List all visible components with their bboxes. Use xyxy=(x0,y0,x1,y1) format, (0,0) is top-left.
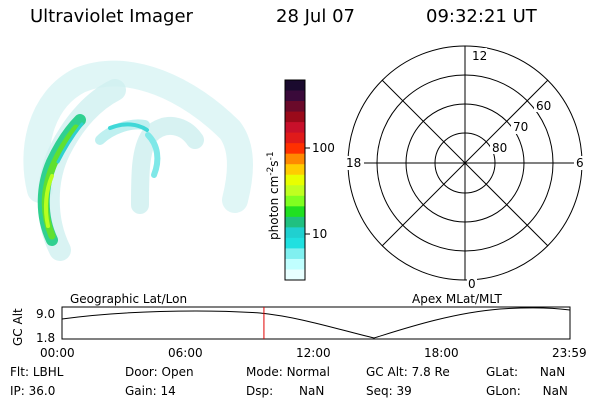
colorbar-units-label: photon cm-2s-1 xyxy=(266,151,281,240)
gain-info: Gain: 14 xyxy=(125,384,176,398)
seq-value: 39 xyxy=(396,384,412,398)
x-tick-0600: 06:00 xyxy=(168,346,203,360)
glon-label: GLon: xyxy=(486,384,521,398)
x-tick-1200: 12:00 xyxy=(296,346,331,360)
app-title: Ultraviolet Imager xyxy=(30,6,193,27)
colorbar-band xyxy=(285,90,305,102)
door-label: Door: xyxy=(125,365,158,379)
gc-alt-info: GC Alt: 7.8 Re xyxy=(366,365,450,379)
colorbar-tick-10: 10 xyxy=(312,227,327,241)
colorbar-band xyxy=(285,195,305,207)
colorbar-band xyxy=(285,122,305,134)
glat-label: GLat: xyxy=(486,365,519,379)
colorbar-band xyxy=(285,258,305,270)
polar-label-0: 0 xyxy=(468,277,476,291)
polar-label-12: 12 xyxy=(472,49,487,63)
mode-value: Normal xyxy=(286,365,330,379)
filter-label: Flt: xyxy=(10,365,29,379)
colorbar-band xyxy=(285,143,305,155)
colorbar-band xyxy=(285,153,305,165)
mode-label: Mode: xyxy=(246,365,283,379)
polar-label-18: 18 xyxy=(346,156,361,170)
glat-value: NaN xyxy=(539,365,566,379)
colorbar-band xyxy=(285,248,305,260)
colorbar-band xyxy=(285,174,305,186)
timeline-right-label: Apex MLat/MLT xyxy=(412,292,502,306)
gc-alt-value: 7.8 Re xyxy=(411,365,450,379)
polar-label-6: 6 xyxy=(576,156,584,170)
ip-info: IP: 36.0 xyxy=(10,384,55,398)
x-tick-2359: 23:59 xyxy=(552,346,587,360)
door-info: Door: Open xyxy=(125,365,194,379)
gc-alt-label: GC Alt: xyxy=(366,365,408,379)
colorbar-band xyxy=(285,227,305,239)
colorbar xyxy=(285,80,305,281)
colorbar-band xyxy=(285,269,305,281)
colorbar-band xyxy=(285,164,305,176)
colorbar-band xyxy=(285,185,305,197)
glat-info: GLat: NaN xyxy=(486,365,565,379)
filter-info: Flt: LBHL xyxy=(10,365,63,379)
image-time: 09:32:21 UT xyxy=(426,6,537,27)
seq-label: Seq: xyxy=(366,384,393,398)
timeline-left-label: Geographic Lat/Lon xyxy=(70,292,187,306)
colorbar-band xyxy=(285,101,305,113)
colorbar-tick-100: 100 xyxy=(312,141,335,155)
x-tick-0000: 00:00 xyxy=(40,346,75,360)
mode-info: Mode: Normal xyxy=(246,365,330,379)
polar-lat-80: 80 xyxy=(492,141,507,155)
gc-altitude-curve xyxy=(61,307,571,339)
filter-value: LBHL xyxy=(32,365,64,379)
dsp-info: Dsp: NaN xyxy=(246,384,324,398)
glon-value: NaN xyxy=(542,384,568,398)
dsp-label: Dsp: xyxy=(246,384,274,398)
polar-lat-70: 70 xyxy=(513,120,528,134)
glon-info: GLon: NaN xyxy=(486,384,568,398)
gc-alt-axis-label: GC Alt xyxy=(11,308,25,346)
colorbar-band xyxy=(285,132,305,144)
colorbar-band xyxy=(285,206,305,218)
colorbar-band xyxy=(285,111,305,123)
seq-info: Seq: 39 xyxy=(366,384,412,398)
ip-value: 36.0 xyxy=(28,384,56,398)
x-tick-1800: 18:00 xyxy=(424,346,459,360)
gain-label: Gain: xyxy=(125,384,157,398)
auroral-image xyxy=(23,60,253,261)
ip-label: IP: xyxy=(10,384,25,398)
door-value: Open xyxy=(161,365,194,379)
gain-value: 14 xyxy=(160,384,176,398)
polar-lat-60: 60 xyxy=(536,99,551,113)
colorbar-band xyxy=(285,216,305,228)
polar-grid xyxy=(347,45,583,281)
colorbar-band xyxy=(285,80,305,92)
y-tick-1-8: 1.8 xyxy=(36,331,55,345)
dsp-value: NaN xyxy=(298,384,325,398)
timeline-plot[interactable] xyxy=(61,306,571,340)
colorbar-band xyxy=(285,237,305,249)
image-date: 28 Jul 07 xyxy=(276,6,355,27)
y-tick-9: 9.0 xyxy=(36,307,55,321)
